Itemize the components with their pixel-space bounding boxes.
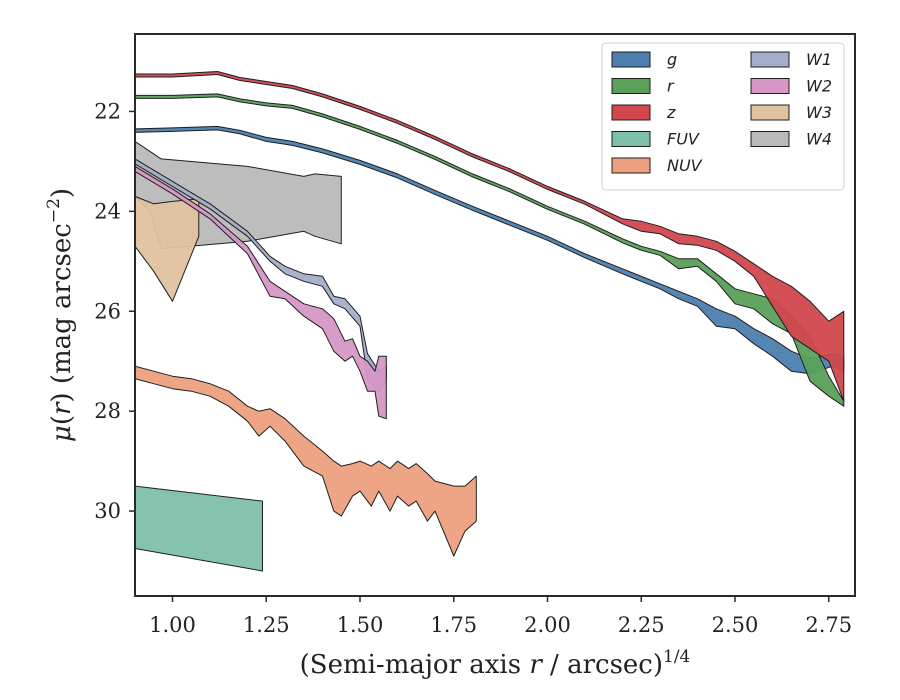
band-w2 [135, 165, 387, 420]
y-axis-label-close: ) [47, 188, 77, 198]
x-axis: 1.00 1.25 1.50 1.75 2.00 2.25 2.50 2.75 [149, 596, 852, 637]
y-tick-label: 28 [94, 399, 121, 423]
y-axis-label-open: ( [47, 415, 77, 425]
legend-label-w1: W1 [806, 50, 832, 69]
legend-swatch-g [611, 51, 651, 68]
y-tick-label: 26 [94, 299, 121, 323]
x-axis-label-prefix: (Semi-major axis [300, 650, 530, 680]
legend-label-w2: W2 [806, 77, 832, 96]
x-axis-label-suffix: / arcsec) [542, 650, 663, 680]
x-axis-label-var: r [529, 650, 543, 680]
legend-label-w4: W4 [806, 130, 832, 149]
y-tick-label: 30 [94, 499, 121, 523]
x-tick-label: 1.25 [243, 613, 290, 637]
bands-layer [135, 71, 845, 572]
legend-swatch-w2 [750, 78, 790, 94]
x-tick-label: 2.50 [712, 613, 759, 637]
legend-label-r: r [667, 77, 675, 96]
x-tick-label: 1.00 [149, 613, 196, 637]
plot-frame [134, 33, 856, 597]
legend-swatch-fuv [611, 131, 651, 147]
x-tick-label: 2.00 [524, 613, 571, 637]
y-axis-label-exp: −2 [44, 198, 64, 223]
band-fuv [135, 485, 263, 572]
x-tick-label: 1.50 [337, 613, 384, 637]
legend-swatch-r [611, 78, 651, 94]
y-axis-label-var: r [47, 401, 77, 415]
legend-label-w3: W3 [806, 103, 832, 122]
legend-label-fuv: FUV [667, 130, 700, 149]
x-axis-label-exp: 1/4 [663, 647, 690, 667]
x-tick-label: 1.75 [430, 613, 477, 637]
y-axis: 22 24 26 28 30 [94, 99, 135, 523]
legend-swatch-w4 [750, 131, 790, 147]
legend-label-z: z [666, 103, 676, 122]
band-r [135, 93, 845, 407]
y-tick-label: 22 [94, 99, 121, 123]
x-tick-label: 2.75 [805, 613, 852, 637]
legend: grz FUV NUV W1 W2 W3 W4 [601, 42, 845, 191]
legend-swatch-z [611, 104, 651, 121]
y-tick-label: 24 [94, 199, 121, 223]
y-axis-label-rest: ) (mag arcsec [47, 223, 77, 402]
legend-swatch-w3 [750, 104, 790, 121]
legend-label-g: g [667, 50, 677, 69]
x-axis-label: (Semi-major axis r / arcsec)1/4 [300, 647, 691, 680]
legend-swatch-nuv [611, 157, 651, 174]
band-z [135, 71, 845, 402]
legend-label-nuv: NUV [667, 156, 703, 175]
y-axis-label: μ(r) (mag arcsec−2) [44, 188, 77, 442]
band-nuv [135, 365, 477, 557]
y-axis-label-mu: μ [47, 425, 77, 442]
legend-swatch-w1 [750, 51, 790, 68]
x-tick-label: 2.25 [618, 613, 665, 637]
band-w3 [135, 195, 200, 302]
